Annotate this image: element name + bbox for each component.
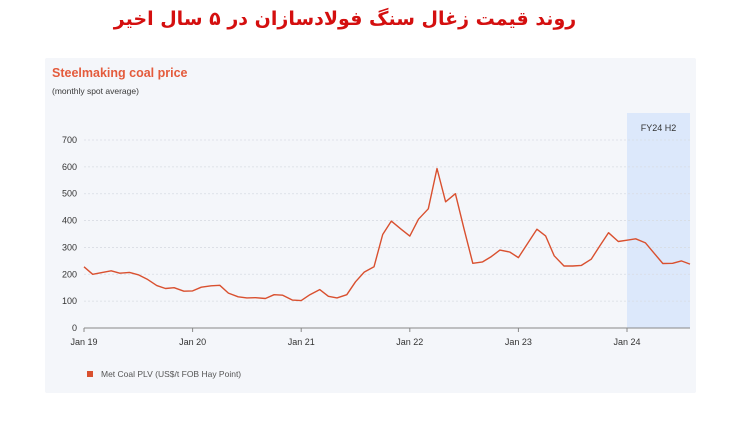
y-tick-label: 600	[62, 162, 77, 172]
chart-card	[45, 58, 696, 393]
x-axis-ticks: Jan 19 Jan 20 Jan 21 Jan 22 Jan 23 Jan 24	[70, 328, 641, 347]
highlight-region-label: FY24 H2	[641, 123, 677, 133]
series-line	[83, 167, 691, 302]
legend-swatch	[87, 371, 93, 377]
x-tick-label: Jan 21	[288, 337, 315, 347]
x-tick-label: Jan 23	[505, 337, 532, 347]
gridlines	[84, 139, 690, 329]
y-tick-label: 700	[62, 135, 77, 145]
x-tick-label: Jan 19	[70, 337, 97, 347]
y-tick-label: 300	[62, 242, 77, 252]
x-tick-label: Jan 24	[613, 337, 640, 347]
chart-subtitle: (monthly spot average)	[52, 86, 139, 96]
y-axis-ticks: 0 100 200 300 400 500 600 700	[62, 135, 77, 333]
x-tick-label: Jan 20	[179, 337, 206, 347]
y-tick-label: 500	[62, 189, 77, 199]
legend: Met Coal PLV (US$/t FOB Hay Point)	[87, 369, 241, 379]
legend-label: Met Coal PLV (US$/t FOB Hay Point)	[101, 369, 241, 379]
y-tick-label: 0	[72, 323, 77, 333]
chart-title: Steelmaking coal price	[52, 66, 188, 80]
headline: روند قیمت زغال سنگ فولادسازان در ۵ سال ا…	[113, 8, 577, 30]
y-tick-label: 400	[62, 216, 77, 226]
series-layer	[83, 167, 691, 302]
x-tick-label: Jan 22	[396, 337, 423, 347]
y-tick-label: 100	[62, 296, 77, 306]
y-tick-label: 200	[62, 269, 77, 279]
